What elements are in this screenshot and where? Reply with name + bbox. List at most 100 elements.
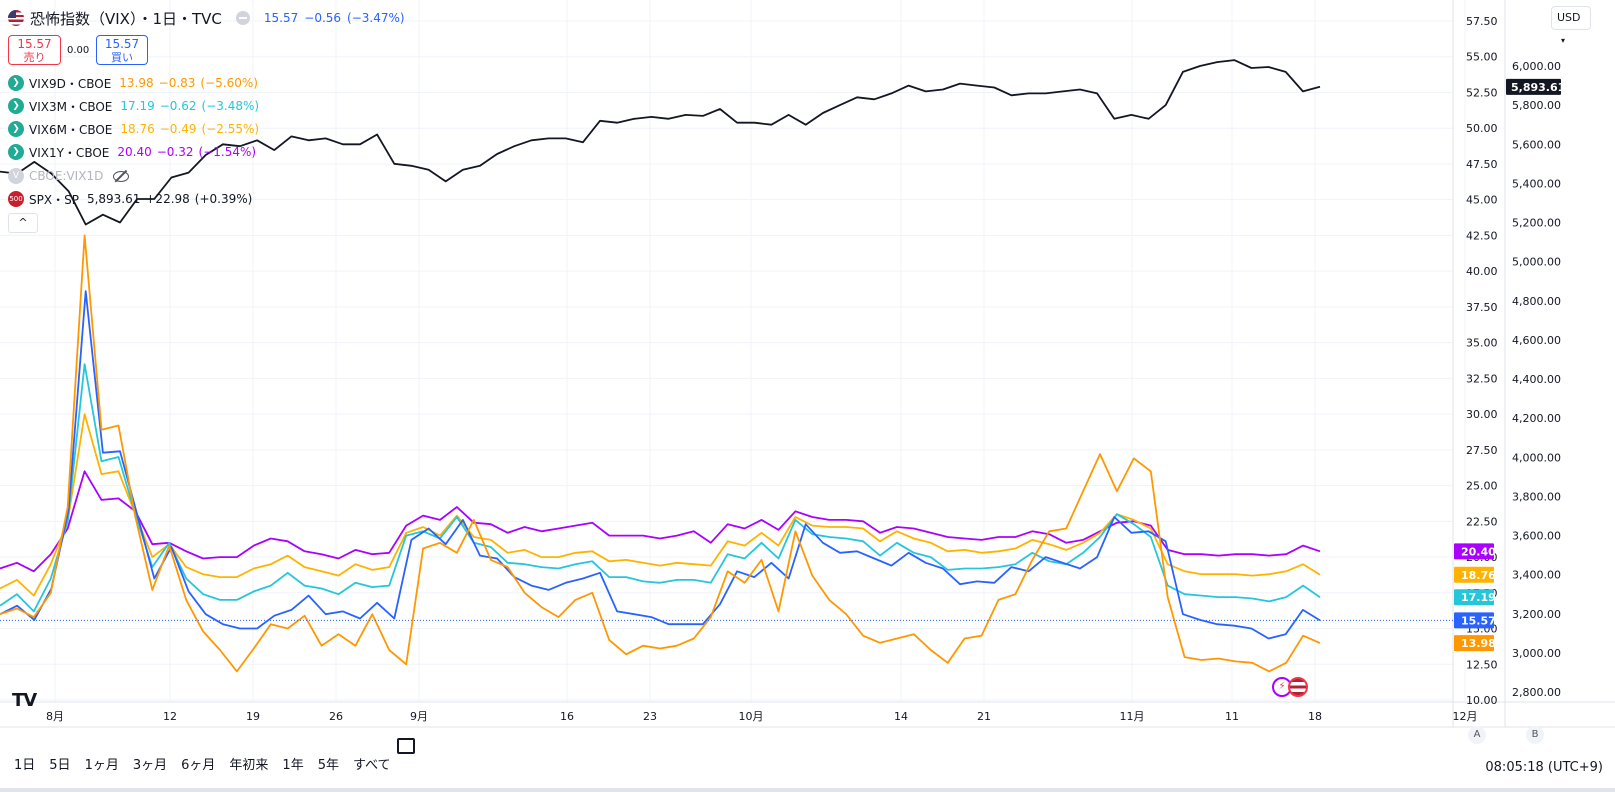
x-axis-tick: 12 [163, 710, 177, 723]
timeframe-button[interactable]: 5年 [317, 757, 339, 773]
buy-button[interactable]: 15.57 買い [96, 35, 148, 65]
left-axis-tick: 52.50 [1466, 86, 1498, 99]
left-axis-tick: 37.50 [1466, 301, 1498, 314]
left-axis-tick: 35.00 [1466, 337, 1498, 350]
x-axis-tick: 19 [246, 710, 260, 723]
main-change: −0.56 [304, 11, 342, 25]
right-axis-tick: 4,400.00 [1512, 373, 1561, 386]
legend-symbol[interactable]: VIX6M・CBOE [29, 122, 113, 137]
us-flag-icon [8, 10, 24, 26]
axis-b-button[interactable]: B [1526, 726, 1544, 744]
timeframe-button[interactable]: 3ヶ月 [132, 757, 168, 773]
alert-icons[interactable]: ⚡ [1272, 677, 1310, 697]
legend-row[interactable]: V CBOE:VIX1D [8, 166, 130, 186]
timeframe-button[interactable]: 1ヶ月 [84, 757, 119, 773]
legend-symbol[interactable]: VIX1Y・CBOE [29, 145, 110, 160]
legend-pct: (−1.54%) [198, 145, 257, 159]
price-label: 13.98 [1461, 637, 1496, 650]
price-label: 18.76 [1461, 569, 1496, 582]
right-axis-tick: 3,200.00 [1512, 608, 1561, 621]
axis-a-button[interactable]: A [1468, 726, 1486, 744]
left-axis-tick: 45.00 [1466, 194, 1498, 207]
sell-price: 15.57 [17, 37, 52, 51]
series-line [0, 290, 1321, 640]
tradingview-logo[interactable]: TV [12, 690, 37, 711]
legend-row[interactable]: ❯ VIX1Y・CBOE 20.40 −0.32 (−1.54%) [8, 142, 256, 162]
clock: 08:05:18 (UTC+9) [1485, 760, 1603, 775]
series-line [0, 59, 1321, 226]
x-axis-tick: 10月 [739, 710, 764, 723]
timeframe-button[interactable]: 5日 [49, 757, 71, 773]
price-label: 15.57 [1461, 614, 1496, 627]
timeframe-button[interactable]: 1年 [282, 757, 304, 773]
x-axis-tick: 23 [643, 710, 657, 723]
legend-symbol[interactable]: CBOE:VIX1D [29, 169, 104, 183]
legend-row[interactable]: 500 SPX・SP 5,893.61 +22.98 (+0.39%) [8, 189, 252, 209]
x-axis-tick: 16 [560, 710, 574, 723]
timeframe-button[interactable]: 6ヶ月 [181, 757, 216, 773]
timeframe-bar: 1日 5日 1ヶ月 3ヶ月 6ヶ月 年初来 1年 5年 すべて [7, 748, 398, 778]
legend-row[interactable]: ❯ VIX6M・CBOE 18.76 −0.49 (−2.55%) [8, 119, 259, 139]
us-flag-icon[interactable] [1288, 677, 1308, 697]
right-axis-tick: 6,000.00 [1512, 60, 1561, 73]
buy-price: 15.57 [104, 37, 140, 51]
left-axis-tick: 12.50 [1466, 658, 1498, 671]
legend-pct: (−2.55%) [201, 122, 260, 136]
legend-change: −0.32 [156, 145, 194, 159]
eye-slash [114, 169, 128, 182]
right-axis-tick: 2,800.00 [1512, 686, 1561, 699]
right-axis-tick: 5,800.00 [1512, 99, 1561, 112]
symbol-title[interactable]: 恐怖指数（VIX）・1日・TVC [30, 9, 222, 28]
currency-select[interactable]: USD ▾ [1551, 6, 1591, 45]
sell-label: 売り [23, 51, 46, 64]
date-range-icon[interactable] [397, 738, 415, 754]
price-label-bg [1454, 589, 1494, 606]
eye-hidden-icon[interactable] [113, 169, 130, 182]
legend-last: 20.40 [117, 145, 152, 159]
series-line [0, 470, 1321, 573]
price-label-bg [1506, 78, 1561, 95]
right-axis-tick: 3,400.00 [1512, 569, 1561, 582]
right-axis-tick: 3,600.00 [1512, 530, 1561, 543]
left-axis-tick: 32.50 [1466, 372, 1498, 385]
main-price: 15.57 [263, 11, 299, 25]
left-axis-tick: 40.00 [1466, 265, 1498, 278]
sell-button[interactable]: 15.57 売り [8, 35, 61, 65]
cboe-icon: ❯ [8, 98, 24, 114]
timeframe-button[interactable]: 1日 [14, 757, 36, 773]
right-axis-tick: 5,600.00 [1512, 138, 1561, 151]
x-axis-tick: 21 [977, 710, 991, 723]
x-axis-tick: 8月 [46, 710, 64, 723]
timeframe-button[interactable]: すべて [352, 757, 391, 773]
left-axis-tick: 27.50 [1466, 444, 1498, 457]
collapse-legend-button[interactable]: ^ [8, 213, 38, 233]
minus-icon[interactable] [235, 11, 250, 25]
legend-row[interactable]: ❯ VIX3M・CBOE 17.19 −0.62 (−3.48%) [8, 96, 259, 116]
x-axis-tick: 11月 [1120, 710, 1145, 723]
right-axis-tick: 5,200.00 [1512, 217, 1561, 230]
right-axis-tick: 4,000.00 [1512, 451, 1561, 464]
chart-grid [0, 0, 1466, 702]
legend-last: 18.76 [120, 122, 155, 136]
left-axis-tick: 10.00 [1466, 694, 1498, 707]
spx-icon: 500 [8, 191, 24, 207]
legend-symbol[interactable]: VIX9D・CBOE [29, 76, 112, 91]
cboe-icon: ❯ [8, 121, 24, 137]
x-axis-tick: 12月 [1453, 710, 1478, 723]
legend-change: −0.49 [159, 122, 197, 136]
currency-label: USD [1557, 11, 1581, 24]
right-axis-tick: 3,800.00 [1512, 490, 1561, 503]
price-labels: 5,893.61 20.40 18.76 17.19 15.57 13.98 [1454, 78, 1565, 652]
x-axis-tick: 11 [1225, 710, 1239, 723]
price-label-bg [1454, 543, 1494, 560]
timeframe-button[interactable]: 年初来 [229, 757, 269, 773]
legend-symbol[interactable]: VIX3M・CBOE [29, 99, 113, 114]
price-label: 17.19 [1461, 591, 1496, 604]
legend-pct: (−3.48%) [201, 99, 260, 113]
price-label-bg [1454, 635, 1494, 652]
main-symbol-row[interactable]: 恐怖指数（VIX）・1日・TVC 15.57 −0.56 (−3.47%) [8, 8, 405, 28]
legend-symbol[interactable]: SPX・SP [29, 192, 79, 207]
price-label: 5,893.61 [1511, 81, 1565, 94]
legend-row[interactable]: ❯ VIX9D・CBOE 13.98 −0.83 (−5.60%) [8, 73, 258, 93]
